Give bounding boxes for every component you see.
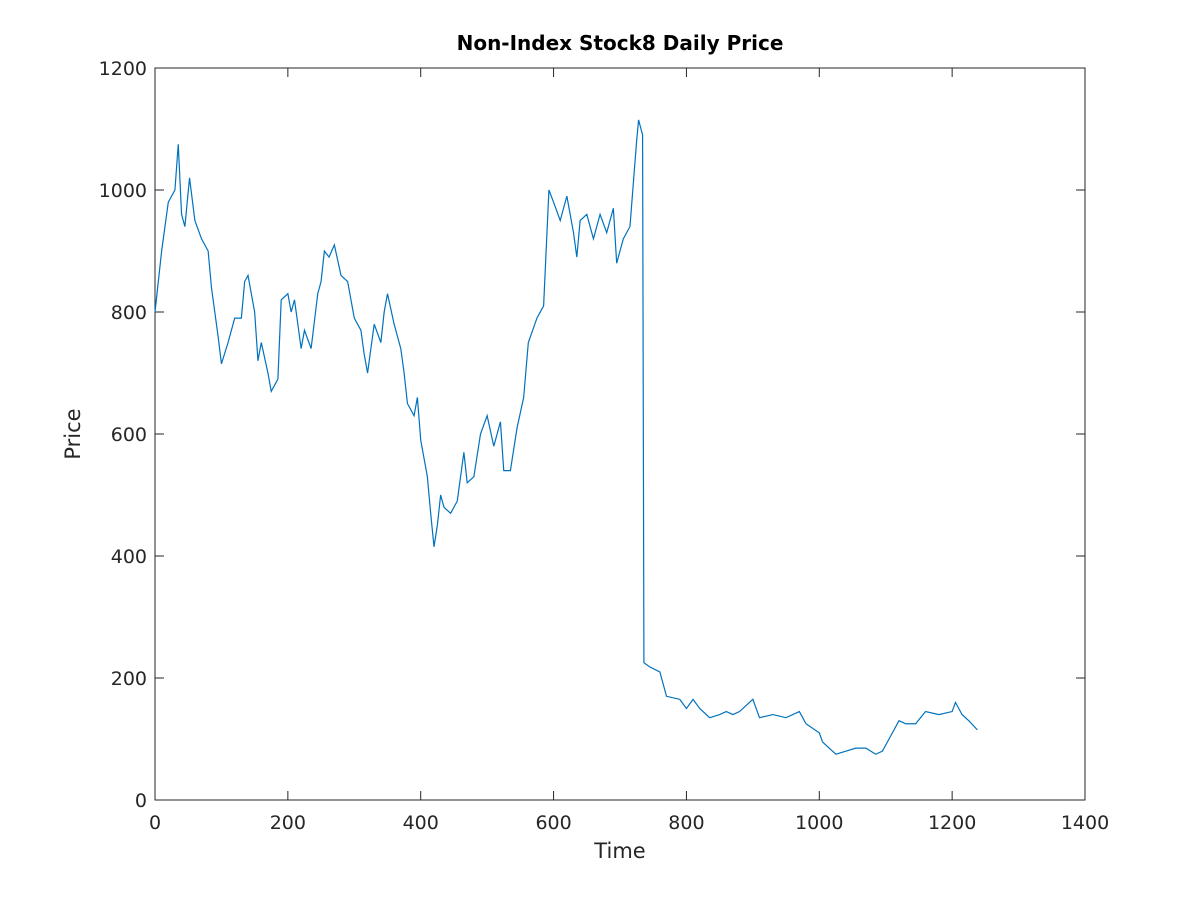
x-tick-label: 600	[535, 812, 571, 834]
x-tick-label: 1200	[928, 812, 976, 834]
x-axis-label: Time	[593, 839, 645, 863]
x-tick-label: 1000	[795, 812, 843, 834]
chart-title: Non-Index Stock8 Daily Price	[457, 31, 784, 55]
y-tick-label: 0	[135, 790, 147, 812]
y-tick-label: 200	[111, 668, 147, 690]
x-tick-label: 400	[403, 812, 439, 834]
y-axis-label: Price	[61, 408, 85, 459]
x-tick-label: 1400	[1061, 812, 1109, 834]
price-line	[154, 119, 978, 755]
x-tick-label: 800	[668, 812, 704, 834]
y-tick-label: 800	[111, 302, 147, 324]
y-tick-label: 1200	[99, 58, 147, 80]
y-tick-label: 1000	[99, 180, 147, 202]
y-tick-label: 600	[111, 424, 147, 446]
x-tick-label: 0	[149, 812, 161, 834]
x-tick-label: 200	[270, 812, 306, 834]
y-tick-label: 400	[111, 546, 147, 568]
